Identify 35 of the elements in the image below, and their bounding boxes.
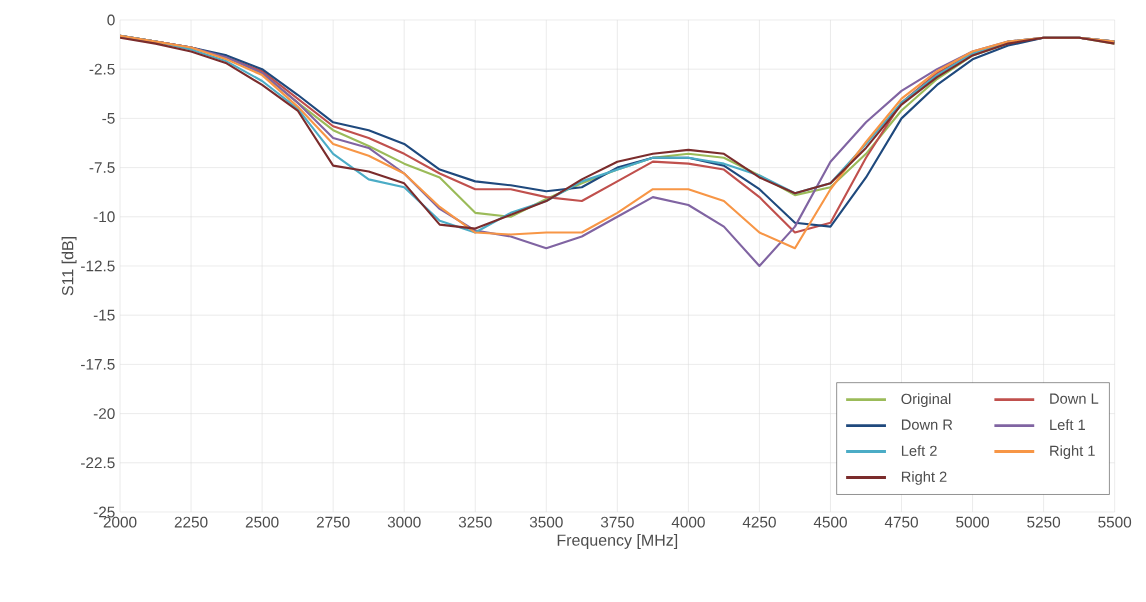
y-tick-label: -10 bbox=[93, 211, 115, 223]
x-tick-label: 2000 bbox=[103, 516, 137, 528]
y-tick-label: -5 bbox=[102, 113, 115, 124]
y-tick-label: -12.5 bbox=[81, 260, 115, 272]
legend-label: Right 1 bbox=[1050, 445, 1095, 459]
y-tick-label: 0 bbox=[107, 14, 115, 26]
y-axis-title: S11 [dB] bbox=[61, 237, 77, 296]
x-axis-title: Frequency [MHz] bbox=[557, 534, 678, 549]
legend-label: Right 2 bbox=[901, 471, 947, 485]
y-tick-label: -17.5 bbox=[81, 359, 115, 370]
x-tick-label: 3000 bbox=[387, 516, 421, 528]
legend-label: Left 2 bbox=[901, 445, 937, 457]
legend-label: Left 1 bbox=[1050, 419, 1085, 431]
x-tick-label: 5000 bbox=[956, 516, 990, 528]
x-tick-label: 5500 bbox=[1098, 516, 1132, 528]
x-tick-label: 3500 bbox=[529, 516, 563, 528]
y-tick-label: -22.5 bbox=[81, 457, 115, 469]
x-tick-label: 2750 bbox=[316, 516, 350, 528]
x-tick-label: 3250 bbox=[458, 516, 492, 528]
x-tick-label: 2500 bbox=[245, 516, 279, 528]
x-tick-label: 5250 bbox=[1027, 516, 1061, 528]
legend-label: Down R bbox=[901, 419, 953, 430]
y-tick-label: -2.5 bbox=[89, 63, 115, 75]
x-tick-label: 4500 bbox=[813, 516, 847, 528]
x-tick-label: 4250 bbox=[742, 516, 776, 528]
y-tick-label: -25 bbox=[93, 506, 115, 518]
y-tick-label: -15 bbox=[93, 309, 115, 321]
y-tick-label: -7.5 bbox=[89, 162, 115, 173]
x-tick-label: 3750 bbox=[600, 516, 634, 528]
y-tick-label: -20 bbox=[93, 408, 115, 420]
x-tick-label: 2250 bbox=[174, 516, 208, 528]
x-tick-label: 4000 bbox=[671, 516, 705, 528]
x-tick-label: 4750 bbox=[884, 516, 918, 528]
legend-label: Down L bbox=[1050, 393, 1099, 404]
legend-label: Original bbox=[901, 393, 951, 407]
